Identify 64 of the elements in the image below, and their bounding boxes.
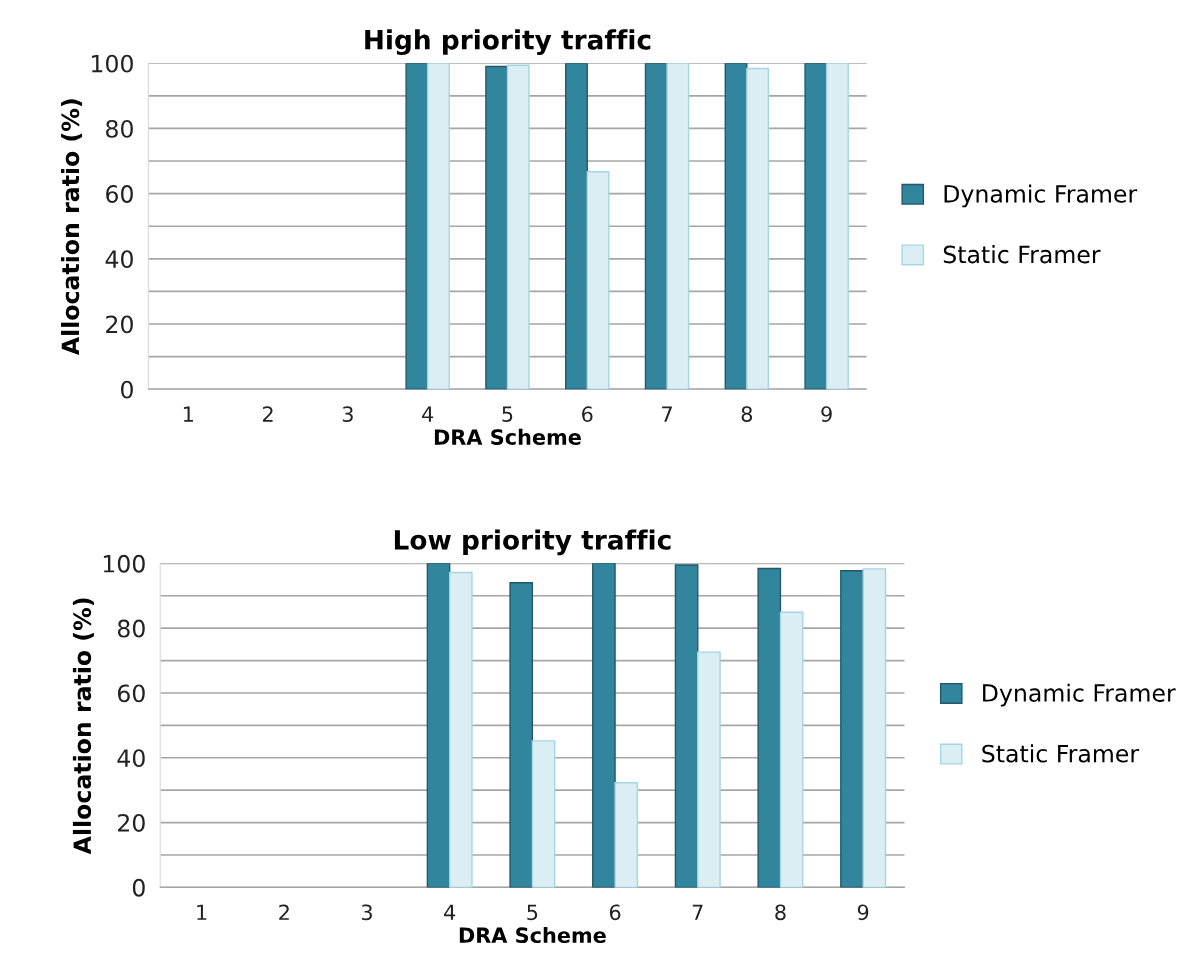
x-tick-label: 6 [609,904,621,921]
bar [804,63,828,390]
x-axis-title: DRA Scheme [434,428,581,445]
x-tick-label: 9 [821,406,832,422]
bar [697,651,721,888]
x-tick-label: 5 [502,406,513,422]
y-tick-label: 20 [106,315,133,334]
y-tick-label: 20 [118,814,145,832]
y-axis-title: Allocation ratio (%) [72,598,94,855]
x-tick-label: 7 [662,406,672,422]
x-tick-label: 8 [741,406,753,422]
bar [779,611,804,888]
chart-title: Low priority traffic [394,529,671,556]
y-tick-label: 100 [92,54,133,73]
x-tick-label: 6 [582,406,593,422]
x-tick-label: 5 [527,904,538,921]
bar [485,65,509,390]
x-tick-label: 9 [857,904,869,921]
bar [674,564,699,888]
bar [405,63,429,390]
x-tick-label: 4 [444,904,456,920]
y-tick-label: 0 [132,878,145,897]
bar [586,171,610,390]
y-tick-label: 100 [103,554,145,573]
x-tick-label: 2 [262,406,273,422]
bar [840,570,864,888]
bar [644,63,668,390]
bar [506,64,530,390]
legend-label: Dynamic Framer [944,184,1138,208]
y-tick-label: 0 [121,380,133,399]
y-tick-label: 80 [106,119,133,138]
x-tick-label: 8 [775,904,786,921]
bar [426,63,450,390]
y-tick-label: 40 [117,749,145,768]
bar [825,63,849,390]
x-tick-label: 7 [692,904,703,920]
y-tick-label: 80 [117,619,145,638]
x-tick-label: 4 [422,406,434,422]
bar [592,563,616,888]
y-tick-label: 60 [106,185,133,203]
bar [666,63,690,390]
bar [746,67,770,390]
x-tick-label: 1 [197,904,207,920]
bar [757,567,782,888]
bar [564,63,588,390]
legend-label: Static Framer [982,744,1140,763]
bar [448,571,473,888]
bar [509,582,534,888]
y-axis-title: Allocation ratio (%) [61,99,83,356]
chart-title: High priority traffic [365,29,651,56]
x-tick-label: 1 [183,406,193,422]
y-tick-label: 40 [105,250,133,269]
y-tick-label: 60 [117,684,145,703]
legend-label: Static Framer [943,245,1101,264]
x-tick-label: 2 [279,904,289,920]
x-axis-title: DRA Scheme [459,926,606,944]
bar [531,740,556,888]
bar [614,782,639,888]
x-tick-label: 3 [342,406,353,422]
x-tick-label: 3 [361,904,372,921]
bar [862,568,887,888]
legend-label: Dynamic Framer [983,683,1176,707]
bar [724,63,748,390]
bar [426,563,451,888]
